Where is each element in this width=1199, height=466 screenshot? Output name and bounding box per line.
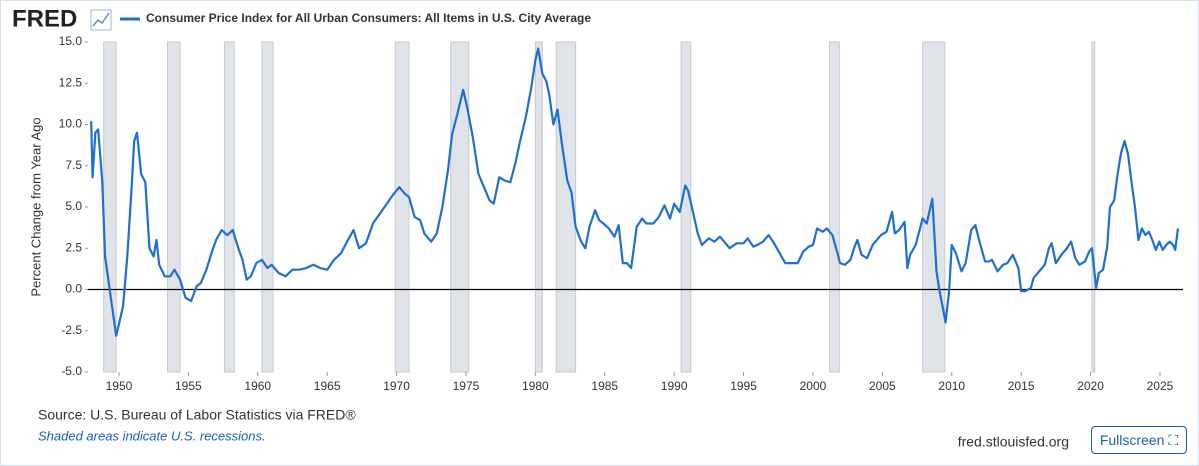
recession-band	[829, 41, 840, 373]
x-tick-label: 2025	[1147, 379, 1174, 393]
x-tick-label: 2020	[1077, 379, 1104, 393]
y-tick-label: -5.0	[61, 364, 82, 378]
x-tick-label: 1965	[314, 379, 341, 393]
x-tick-label: 1960	[244, 379, 271, 393]
logo-icon	[90, 9, 112, 31]
x-tick-label: 1970	[383, 379, 410, 393]
x-tick-label: 1950	[106, 379, 133, 393]
y-tick-label: 5.0	[65, 199, 82, 213]
source: Source: U.S. Bureau of Labor Statistics …	[38, 407, 356, 423]
logo-icon-line	[92, 12, 110, 27]
fullscreen-button[interactable]: Fullscreen ⛶	[1091, 426, 1187, 454]
legend-label: Consumer Price Index for All Urban Consu…	[146, 11, 591, 25]
y-tick-label: -2.5	[61, 323, 82, 337]
plot-area	[88, 42, 1183, 372]
y-tick-label: 15.0	[59, 34, 83, 48]
fullscreen-label: Fullscreen	[1099, 432, 1165, 448]
x-tick-label: 1985	[591, 379, 618, 393]
x-tick-label: 2015	[1008, 379, 1035, 393]
y-tick-label: 10.0	[59, 117, 83, 131]
logo: FRED	[12, 5, 77, 32]
x-tick-label: 2000	[800, 379, 827, 393]
recession-band	[167, 41, 181, 373]
recession-band	[450, 41, 470, 373]
recession-band	[223, 41, 235, 373]
y-axis-label: Percent Change from Year Ago	[28, 117, 43, 296]
x-tick-label: 1995	[730, 379, 757, 393]
y-tick-label: 12.5	[59, 75, 83, 89]
recession-band	[534, 41, 543, 373]
y-tick-label: 0.0	[65, 282, 82, 296]
x-tick-label: 2010	[938, 379, 965, 393]
x-tick-label: 1990	[661, 379, 688, 393]
site: fred.stlouisfed.org	[958, 434, 1069, 450]
series-line	[90, 47, 1180, 337]
note: Shaded areas indicate U.S. recessions.	[38, 428, 266, 443]
x-tick-label: 1975	[453, 379, 480, 393]
recession-band	[394, 41, 410, 373]
recession-band	[261, 41, 274, 373]
x-tick-label: 1955	[175, 379, 202, 393]
recession-band	[1091, 41, 1096, 373]
y-tick-label: 2.5	[65, 240, 82, 254]
x-tick-label: 1980	[522, 379, 549, 393]
x-tick-label: 2005	[869, 379, 896, 393]
y-tick-label: 7.5	[65, 158, 82, 172]
recession-band	[680, 41, 692, 373]
